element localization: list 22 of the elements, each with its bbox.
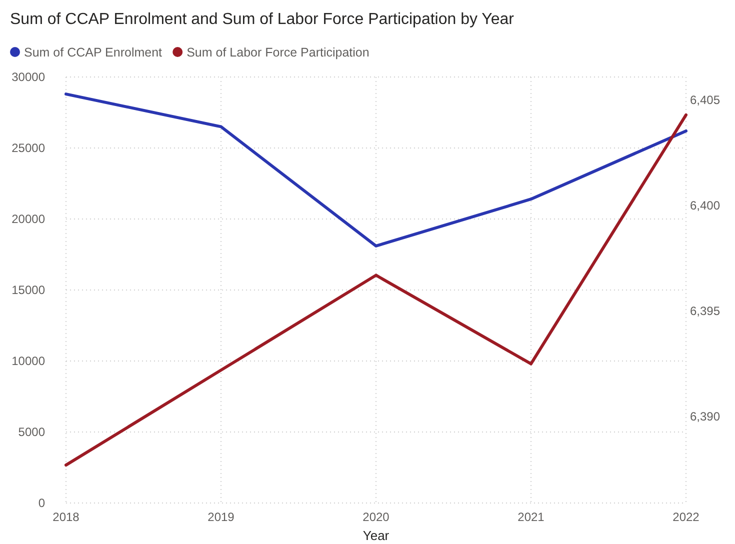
x-tick-label: 2019: [208, 510, 235, 524]
y2-tick-label: 6,405: [690, 93, 720, 108]
y2-tick-label: 6,400: [690, 198, 720, 213]
y-tick-label: 20000: [12, 212, 46, 226]
y-tick-label: 25000: [12, 141, 46, 155]
legend-label: Sum of CCAP Enrolment: [24, 46, 163, 60]
y-tick-label: 5000: [18, 425, 46, 439]
line-series: [64, 113, 688, 467]
y-tick-label: 10000: [12, 354, 46, 368]
y-tick-label: 0: [38, 496, 46, 510]
line-series: [64, 92, 688, 248]
y2-tick-label: 6,390: [690, 410, 720, 424]
x-tick-label: 2022: [672, 510, 700, 524]
y2-tick-label: 6,395: [690, 304, 720, 318]
chart-title: Sum of CCAP Enrolment and Sum of Labor Force Participation by Year: [10, 11, 515, 28]
y-tick-label: 30000: [12, 70, 46, 84]
x-tick-label: 2021: [518, 510, 545, 524]
x-tick-label: 2018: [52, 510, 80, 524]
x-tick-label: 2020: [362, 510, 390, 524]
y-tick-label: 15000: [12, 283, 46, 297]
x-axis-title: Year: [362, 528, 390, 543]
legend-label: Sum of Labor Force Participation: [186, 46, 370, 60]
